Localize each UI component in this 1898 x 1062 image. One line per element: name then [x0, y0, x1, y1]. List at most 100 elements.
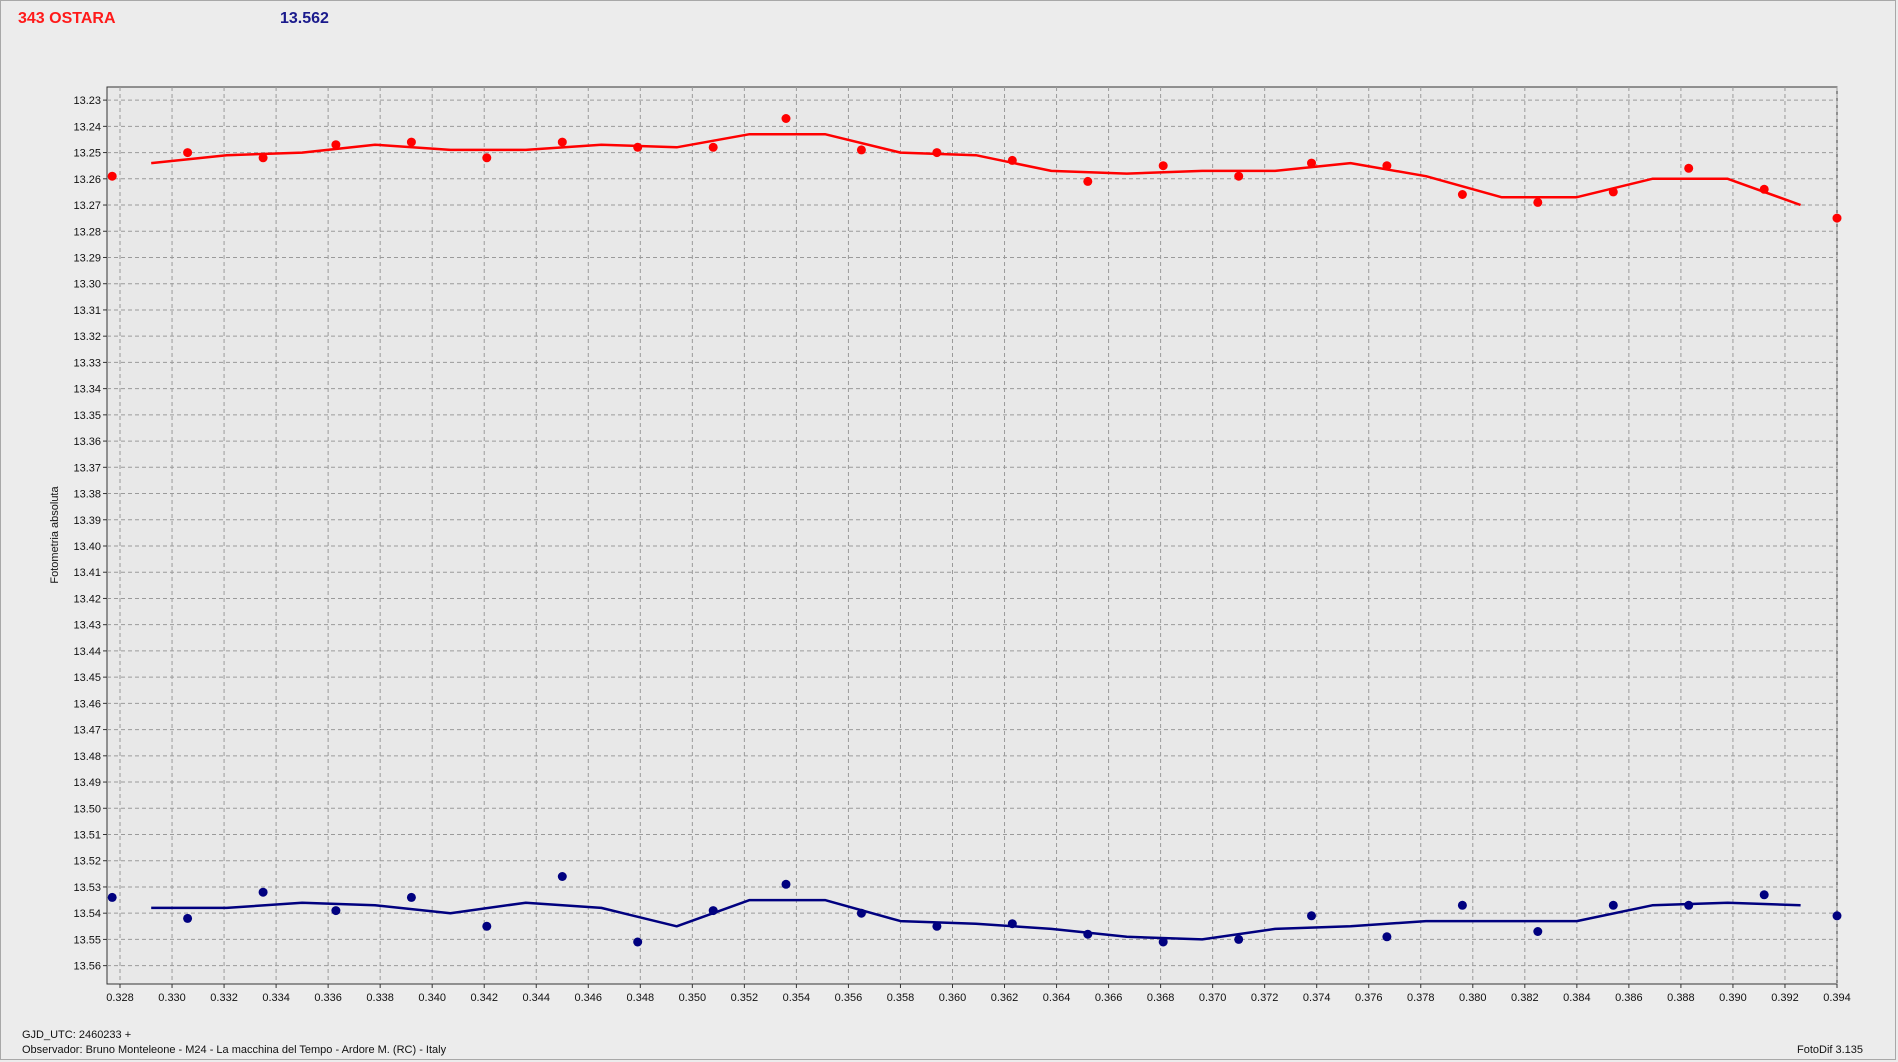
y-tick-label: 13.32 — [73, 331, 101, 343]
x-tick-label: 0.348 — [627, 992, 655, 1004]
x-tick-label: 0.364 — [1043, 992, 1071, 1004]
x-tick-label: 0.360 — [939, 992, 967, 1004]
x-tick-label: 0.378 — [1407, 992, 1435, 1004]
x-tick-label: 0.380 — [1459, 992, 1487, 1004]
comparison-value: 13.562 — [280, 10, 329, 27]
x-axis-ticks: 0.328 0.330 0.332 0.334 0.336 0.338 0.340 0.342… — [106, 984, 1851, 1004]
data-point-series-1 — [1457, 190, 1467, 199]
y-axis-ticks: 13.23 13.24 13.25 13.26 13.27 13.28 13.29 13.30… — [73, 95, 107, 973]
x-tick-label: 0.374 — [1303, 992, 1331, 1004]
version-label: FotoDif 3.135 — [1797, 1044, 1864, 1056]
x-tick-label: 0.368 — [1147, 992, 1175, 1004]
x-tick-label: 0.350 — [679, 992, 707, 1004]
data-point-series-1 — [1083, 176, 1093, 186]
data-point-series-1 — [1832, 213, 1842, 223]
data-point-series-2 — [183, 913, 193, 923]
y-tick-label: 13.52 — [73, 856, 101, 868]
y-tick-label: 13.36 — [73, 436, 101, 448]
fit-line-series-1 — [151, 132, 1802, 207]
data-point-series-2 — [482, 921, 492, 931]
y-tick-label: 13.29 — [73, 252, 101, 264]
y-tick-label: 13.51 — [73, 830, 101, 842]
data-point-series-1 — [1533, 197, 1543, 207]
data-point-series-1 — [1234, 171, 1244, 181]
data-point-series-2 — [557, 872, 567, 881]
y-tick-label: 13.48 — [73, 751, 101, 763]
data-point-series-2 — [1158, 937, 1168, 947]
observer-label: Observador: Bruno Monteleone - M24 - La … — [22, 1044, 447, 1056]
data-point-series-2 — [1382, 932, 1392, 942]
data-point-series-1 — [932, 148, 942, 158]
x-tick-label: 0.372 — [1251, 992, 1279, 1004]
data-point-series-2 — [107, 892, 117, 902]
x-tick-label: 0.384 — [1563, 992, 1591, 1004]
y-tick-label: 13.43 — [73, 620, 101, 632]
data-point-series-1 — [856, 145, 866, 155]
x-tick-label: 0.388 — [1667, 992, 1695, 1004]
data-point-series-1 — [406, 137, 416, 147]
data-point-series-2 — [1307, 911, 1316, 921]
data-points — [107, 114, 1842, 947]
x-tick-label: 0.392 — [1771, 992, 1799, 1004]
data-point-series-1 — [708, 142, 718, 152]
data-point-series-1 — [633, 142, 643, 152]
x-tick-label: 0.344 — [522, 992, 550, 1004]
data-point-series-2 — [1083, 929, 1093, 939]
x-tick-label: 0.336 — [314, 992, 342, 1004]
y-tick-label: 13.49 — [73, 777, 101, 789]
y-tick-label: 13.47 — [73, 725, 101, 737]
x-tick-label: 0.354 — [783, 992, 811, 1004]
y-tick-label: 13.46 — [73, 698, 101, 710]
data-point-series-2 — [708, 906, 718, 916]
data-point-series-1 — [1759, 184, 1769, 194]
data-point-series-2 — [1007, 919, 1017, 929]
x-tick-label: 0.352 — [731, 992, 759, 1004]
x-tick-label: 0.346 — [575, 992, 603, 1004]
x-tick-label: 0.330 — [158, 992, 186, 1004]
x-tick-label: 0.370 — [1199, 992, 1227, 1004]
x-tick-label: 0.362 — [991, 992, 1019, 1004]
y-tick-label: 13.41 — [73, 567, 101, 579]
x-tick-label: 0.358 — [887, 992, 915, 1004]
gjd-label: GJD_UTC: 2460233 + — [22, 1029, 132, 1041]
x-tick-label: 0.376 — [1355, 992, 1383, 1004]
y-tick-label: 13.37 — [73, 462, 101, 474]
data-point-series-2 — [406, 892, 416, 902]
y-tick-label: 13.55 — [73, 934, 101, 946]
y-tick-label: 13.38 — [73, 489, 101, 501]
data-point-series-2 — [1832, 911, 1842, 921]
y-tick-label: 13.31 — [73, 305, 101, 317]
y-tick-label: 13.24 — [73, 121, 101, 133]
y-tick-label: 13.53 — [73, 882, 101, 894]
x-tick-label: 0.394 — [1823, 992, 1851, 1004]
x-tick-label: 0.332 — [210, 992, 238, 1004]
x-tick-label: 0.386 — [1615, 992, 1643, 1004]
data-point-series-2 — [1608, 900, 1618, 910]
fit-lines — [151, 132, 1802, 941]
data-point-series-1 — [1382, 161, 1392, 171]
data-point-series-1 — [1684, 163, 1694, 173]
data-point-series-1 — [1007, 155, 1017, 165]
y-tick-label: 13.39 — [73, 515, 101, 527]
data-point-series-1 — [183, 148, 193, 158]
y-tick-label: 13.23 — [73, 95, 101, 107]
grid-lines — [107, 87, 1838, 984]
y-axis-label: Fotometria absoluta — [49, 486, 61, 584]
data-point-series-1 — [1307, 158, 1316, 168]
data-point-series-2 — [633, 937, 643, 947]
data-point-series-2 — [1457, 900, 1467, 910]
data-point-series-2 — [331, 906, 341, 916]
y-tick-label: 13.35 — [73, 410, 101, 422]
x-tick-label: 0.328 — [106, 992, 134, 1004]
data-point-series-2 — [258, 887, 268, 897]
fit-line-series-2 — [151, 898, 1801, 941]
x-tick-label: 0.340 — [418, 992, 446, 1004]
data-point-series-1 — [258, 153, 268, 163]
data-point-series-2 — [932, 921, 942, 931]
data-point-series-2 — [856, 908, 866, 918]
y-tick-label: 13.25 — [73, 148, 101, 160]
y-tick-label: 13.50 — [73, 803, 101, 815]
data-point-series-2 — [1759, 890, 1769, 900]
data-point-series-1 — [781, 114, 791, 123]
